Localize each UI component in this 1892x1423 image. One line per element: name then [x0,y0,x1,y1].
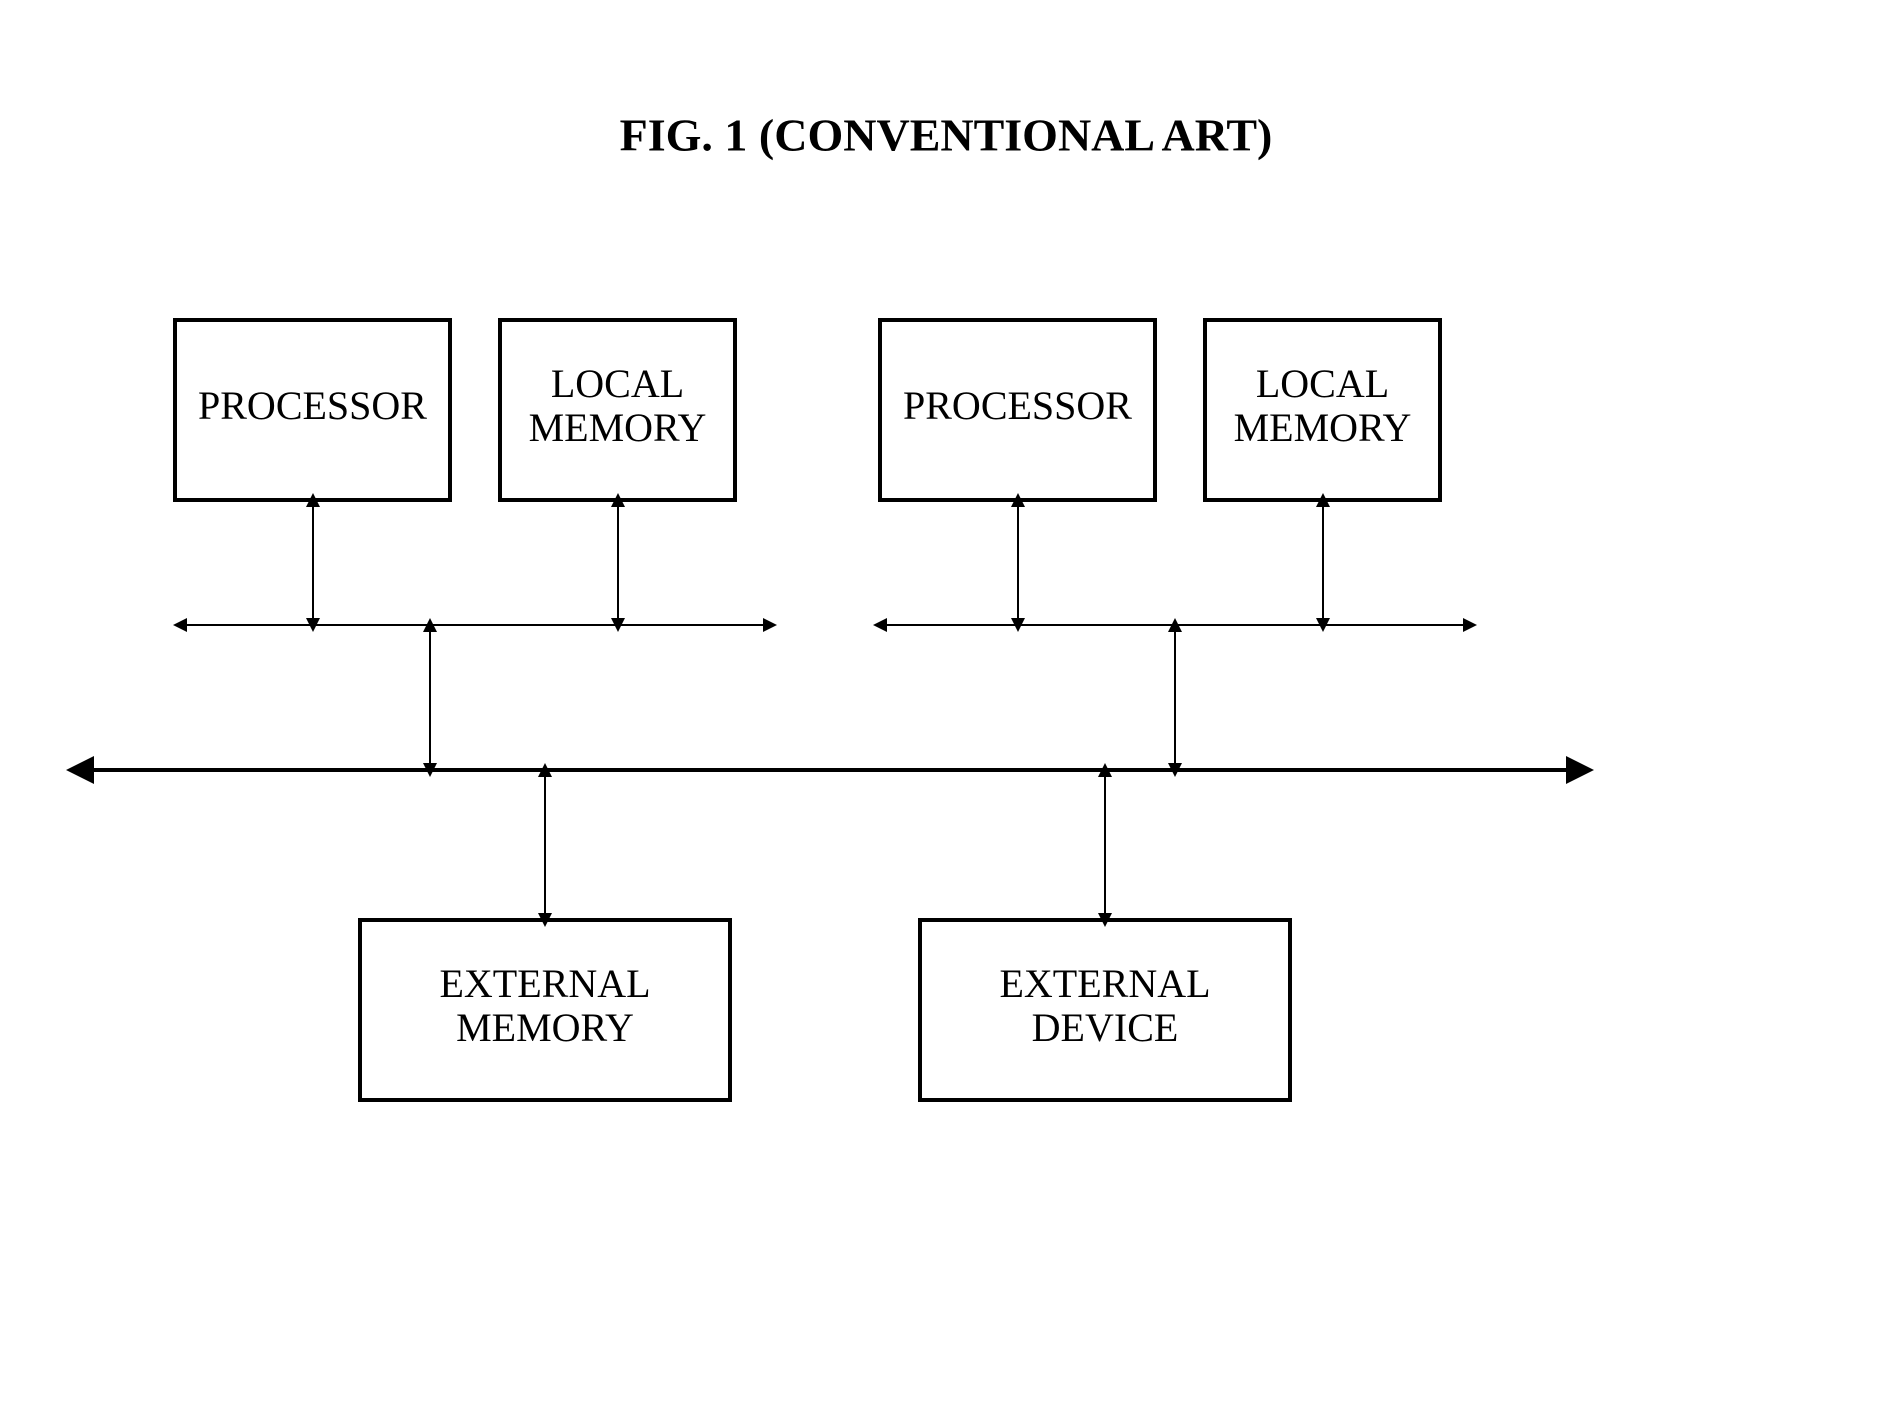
box-external-device-label-0: EXTERNAL [999,961,1210,1006]
box-local-memory1-label-0: LOCAL [551,361,684,406]
box-local-memory2-label-1: MEMORY [1234,405,1412,450]
box-external-memory: EXTERNALMEMORY [360,920,730,1100]
box-local-memory2-label-0: LOCAL [1256,361,1389,406]
box-processor2: PROCESSOR [880,320,1155,500]
box-local-memory1-label-1: MEMORY [529,405,707,450]
box-external-device: EXTERNALDEVICE [920,920,1290,1100]
figure-title: FIG. 1 (CONVENTIONAL ART) [620,110,1273,161]
box-local-memory2: LOCALMEMORY [1205,320,1440,500]
box-processor1-label-0: PROCESSOR [198,383,427,428]
box-external-memory-label-0: EXTERNAL [439,961,650,1006]
box-processor2-label-0: PROCESSOR [903,383,1132,428]
box-local-memory1: LOCALMEMORY [500,320,735,500]
box-processor1: PROCESSOR [175,320,450,500]
box-external-memory-label-1: MEMORY [456,1005,634,1050]
box-external-device-label-1: DEVICE [1032,1005,1179,1050]
